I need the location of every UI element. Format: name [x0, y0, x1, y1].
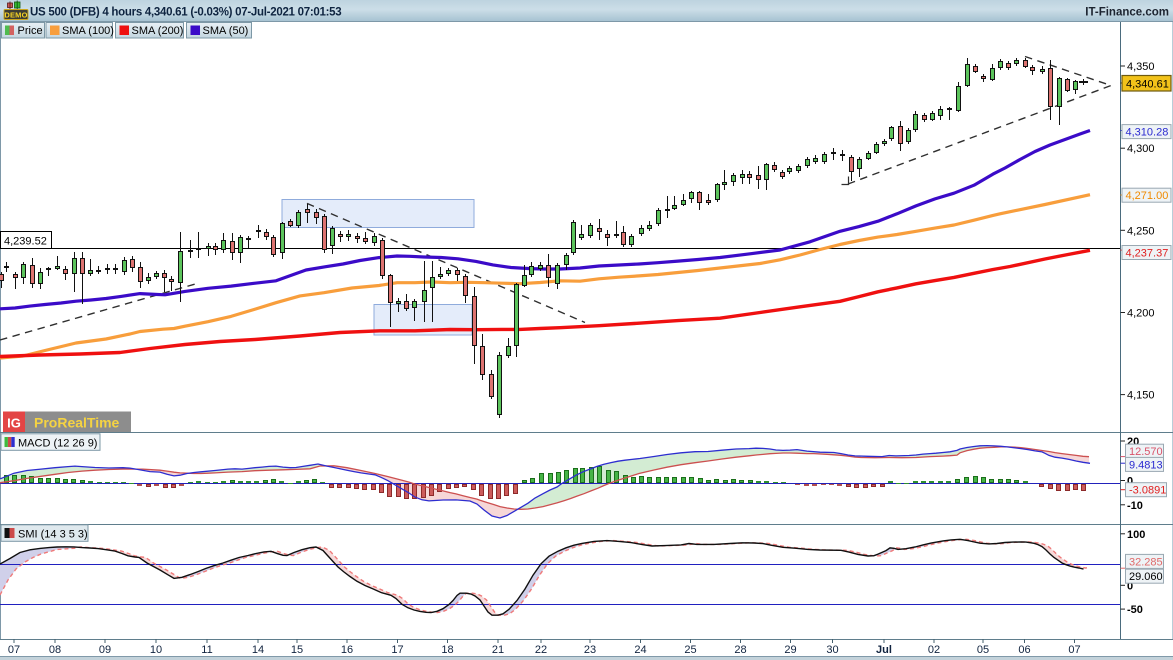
svg-text:4,300: 4,300 [1127, 143, 1155, 155]
svg-text:4,350: 4,350 [1127, 61, 1155, 73]
svg-text:4,239.52: 4,239.52 [4, 236, 47, 248]
svg-text:4,250: 4,250 [1127, 225, 1155, 237]
svg-text:08: 08 [49, 644, 61, 656]
svg-text:21: 21 [492, 644, 504, 656]
svg-text:12.570: 12.570 [1129, 446, 1163, 458]
svg-text:23: 23 [584, 644, 596, 656]
svg-text:Price: Price [18, 25, 43, 37]
svg-text:4,200: 4,200 [1127, 308, 1155, 320]
svg-text:US 500 (DFB) 4 hours 4,340.61: US 500 (DFB) 4 hours 4,340.61 (-0.03%) 0… [30, 7, 341, 19]
svg-text:4,340.61: 4,340.61 [1126, 79, 1169, 91]
svg-text:-50: -50 [1127, 604, 1143, 616]
svg-text:0: 0 [1127, 580, 1133, 592]
svg-text:17: 17 [391, 644, 403, 656]
svg-text:SMI (14 3 5 3): SMI (14 3 5 3) [18, 529, 88, 541]
svg-text:32.285: 32.285 [1129, 556, 1163, 568]
svg-text:Jul: Jul [876, 644, 892, 656]
svg-text:28: 28 [734, 644, 746, 656]
svg-text:4,310.28: 4,310.28 [1126, 127, 1169, 139]
svg-text:IG: IG [7, 416, 21, 431]
svg-text:29: 29 [784, 644, 796, 656]
svg-text:18: 18 [441, 644, 453, 656]
svg-text:24: 24 [634, 644, 646, 656]
svg-text:29.060: 29.060 [1129, 571, 1163, 583]
svg-text:DEMO: DEMO [4, 10, 27, 19]
svg-text:0: 0 [1127, 476, 1133, 488]
svg-text:ProRealTime: ProRealTime [34, 415, 120, 431]
svg-text:SMA (100): SMA (100) [62, 25, 114, 37]
svg-text:16: 16 [341, 644, 353, 656]
svg-text:25: 25 [684, 644, 696, 656]
svg-text:07: 07 [1068, 644, 1080, 656]
svg-text:-10: -10 [1127, 500, 1143, 512]
svg-text:4,271.00: 4,271.00 [1126, 190, 1169, 202]
svg-text:SMA (200): SMA (200) [132, 25, 184, 37]
svg-text:02: 02 [928, 644, 940, 656]
svg-text:15: 15 [291, 644, 303, 656]
svg-text:06: 06 [1018, 644, 1030, 656]
svg-text:4,237.37: 4,237.37 [1126, 248, 1169, 260]
svg-text:4,150: 4,150 [1127, 390, 1155, 402]
svg-text:100: 100 [1127, 529, 1145, 541]
svg-text:MACD (12 26 9): MACD (12 26 9) [18, 438, 97, 450]
svg-text:09: 09 [99, 644, 111, 656]
svg-text:05: 05 [977, 644, 989, 656]
svg-text:-3.0891: -3.0891 [1129, 485, 1166, 497]
svg-text:9.4813: 9.4813 [1129, 459, 1163, 471]
svg-text:10: 10 [150, 644, 162, 656]
svg-text:07: 07 [8, 644, 20, 656]
svg-text:11: 11 [201, 644, 212, 656]
svg-text:14: 14 [252, 644, 264, 656]
svg-text:22: 22 [535, 644, 547, 656]
svg-text:SMA (50): SMA (50) [203, 25, 249, 37]
svg-text:IT-Finance.com: IT-Finance.com [1085, 7, 1169, 19]
svg-text:30: 30 [826, 644, 838, 656]
